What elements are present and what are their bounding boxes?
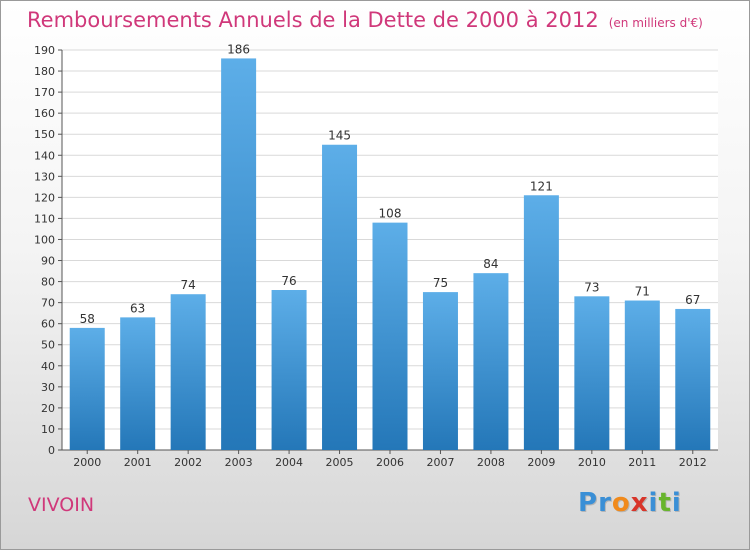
bar	[624, 300, 660, 450]
y-tick-label: 180	[34, 65, 55, 78]
bar	[574, 296, 610, 450]
bar	[523, 195, 559, 450]
bar-value-label: 67	[685, 293, 700, 307]
bar-value-label: 74	[181, 278, 196, 292]
chart-subtitle: (en milliers d'€)	[608, 16, 703, 30]
y-tick-label: 140	[34, 149, 55, 162]
y-tick-label: 60	[41, 318, 55, 331]
y-tick-label: 110	[34, 212, 55, 225]
y-tick-label: 120	[34, 191, 55, 204]
bar-value-label: 71	[635, 285, 650, 299]
y-tick-label: 0	[48, 444, 55, 457]
y-tick-label: 50	[41, 339, 55, 352]
bar	[69, 327, 105, 450]
y-tick-label: 30	[41, 381, 55, 394]
bar-value-label: 63	[130, 301, 145, 315]
bar	[170, 294, 206, 450]
bar-value-label: 186	[227, 42, 250, 56]
bar	[271, 290, 307, 450]
bar-value-label: 58	[80, 312, 95, 326]
x-tick-label: 2010	[578, 456, 606, 469]
y-tick-label: 90	[41, 255, 55, 268]
chart-title: Remboursements Annuels de la Dette de 20…	[27, 8, 703, 32]
chart-title-text: Remboursements Annuels de la Dette de 20…	[27, 8, 599, 32]
y-tick-label: 70	[41, 297, 55, 310]
x-tick-label: 2001	[124, 456, 152, 469]
x-tick-label: 2000	[73, 456, 101, 469]
y-tick-label: 40	[41, 360, 55, 373]
logo-letter: o	[611, 488, 631, 518]
y-tick-label: 80	[41, 276, 55, 289]
bar	[372, 222, 408, 450]
bar	[120, 317, 156, 450]
logo-letter: x	[630, 488, 649, 518]
y-tick-label: 10	[41, 423, 55, 436]
logo-letter: r	[598, 488, 612, 518]
logo-letter: i	[671, 488, 682, 518]
x-tick-label: 2007	[426, 456, 454, 469]
x-tick-label: 2012	[679, 456, 707, 469]
logo-letter: i	[648, 488, 659, 518]
logo-letter: t	[658, 488, 672, 518]
y-tick-label: 190	[34, 44, 55, 57]
bar	[675, 308, 711, 450]
y-tick-label: 170	[34, 86, 55, 99]
bar-value-label: 145	[328, 129, 351, 143]
x-tick-label: 2006	[376, 456, 404, 469]
x-tick-label: 2009	[527, 456, 555, 469]
bar-value-label: 121	[530, 179, 553, 193]
bar-value-label: 84	[483, 257, 498, 271]
y-tick-label: 100	[34, 233, 55, 246]
y-tick-label: 150	[34, 128, 55, 141]
logo-letter: P	[578, 488, 599, 518]
bar-value-label: 108	[379, 207, 402, 221]
commune-name: VIVOIN	[28, 494, 95, 516]
x-tick-label: 2008	[477, 456, 505, 469]
x-tick-label: 2011	[628, 456, 656, 469]
x-tick-label: 2004	[275, 456, 303, 469]
x-tick-label: 2003	[225, 456, 253, 469]
bar-value-label: 76	[281, 274, 296, 288]
y-tick-label: 130	[34, 170, 55, 183]
y-tick-label: 20	[41, 402, 55, 415]
bar-value-label: 75	[433, 276, 448, 290]
bar	[322, 144, 358, 450]
x-tick-label: 2005	[326, 456, 354, 469]
y-tick-label: 160	[34, 107, 55, 120]
bar	[422, 292, 458, 450]
bar-value-label: 73	[584, 280, 599, 294]
proxiti-logo[interactable]: Proxiti	[578, 488, 682, 518]
bar	[221, 58, 257, 450]
x-tick-label: 2002	[174, 456, 202, 469]
bar	[473, 273, 509, 450]
